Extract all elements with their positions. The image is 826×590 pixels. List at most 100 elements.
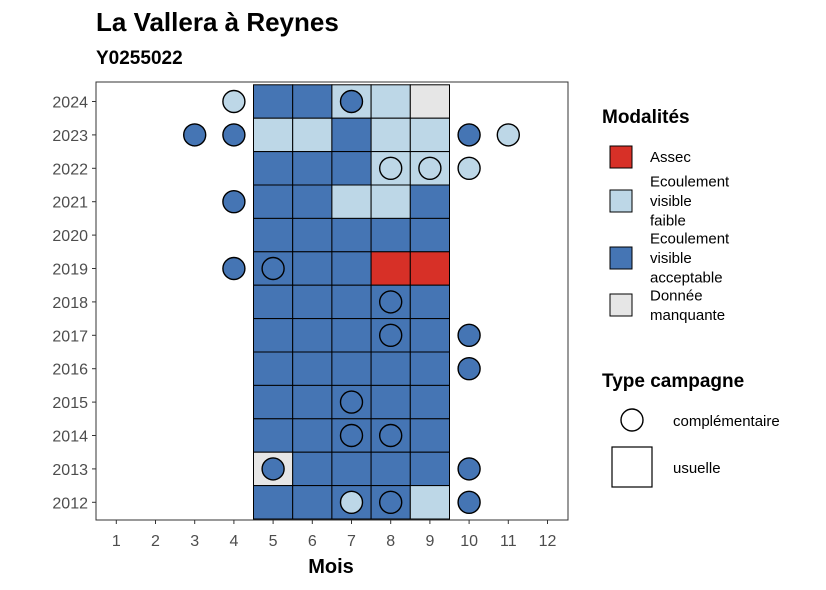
usuelle-cell-2018-7 [331,284,372,320]
usuelle-cell-2015-8 [370,384,411,420]
usuelle-cell-2023-9 [409,117,450,153]
complementaire-points [182,89,520,514]
usuelle-cell-2019-8 [370,251,411,286]
y-axis: 2024 2023 2022 2021 2020 2019 2018 2017 2016 2015… [52,95,96,512]
complementaire-point-2013-10 [457,457,481,481]
usuelle-cells [253,84,450,520]
usuelle-cell-2024-6 [292,84,333,119]
complementaire-point-2018-8 [379,290,403,314]
usuelle-cell-2024-8 [370,84,411,119]
plot-panel-border [95,81,569,521]
usuelle-cell-2019-9 [409,251,450,286]
legend-key-A [609,145,633,169]
usuelle-cell-2021-5 [253,184,294,219]
complementaire-point-2024-4 [222,89,246,114]
usuelle-cell-2016-9 [409,351,450,386]
y-tick-label-2021: 2021 [52,195,88,212]
complementaire-point-2012-8 [379,490,403,514]
x-tick-label-7: 7 [347,533,356,550]
usuelle-cell-2023-7 [331,117,372,153]
legend-label-usuelle: usuelle [673,460,721,477]
usuelle-cell-2022-5 [253,151,294,186]
usuelle-cell-2020-9 [409,217,450,253]
complementaire-point-2015-7 [339,390,364,414]
legend-key-V [609,246,633,270]
usuelle-cell-2020-6 [292,217,333,253]
usuelle-cell-2021-9 [409,184,450,219]
usuelle-cell-2016-5 [253,351,294,386]
usuelle-cell-2012-9 [409,485,450,520]
x-tick-label-8: 8 [386,533,395,550]
legend-key-complementaire [620,408,644,432]
legend-key-F [609,189,633,213]
usuelle-cell-2019-6 [292,251,333,286]
complementaire-point-2012-10 [457,490,481,514]
usuelle-cell-2020-8 [370,217,411,253]
complementaire-point-2012-7 [339,490,364,514]
complementaire-point-2022-9 [418,156,442,181]
y-tick-label-2016: 2016 [52,362,88,379]
legend-label-V-line-2: acceptable [650,270,723,287]
usuelle-cell-2022-6 [292,151,333,186]
legend-key-usuelle [611,446,653,488]
x-tick-label-9: 9 [425,533,434,550]
y-tick-label-2017: 2017 [52,328,88,345]
usuelle-cell-2017-7 [331,318,372,353]
y-tick-label-2022: 2022 [52,161,88,178]
usuelle-cell-2016-8 [370,351,411,386]
y-tick-label-2013: 2013 [52,462,88,479]
usuelle-cell-2018-6 [292,284,333,320]
usuelle-cell-2015-9 [409,384,450,420]
usuelle-cell-2023-8 [370,117,411,153]
complementaire-point-2023-3 [182,123,207,147]
usuelle-cell-2013-9 [409,451,450,487]
chart-title: La Vallera à Reynes [96,7,339,37]
legend-label-F-line-0: Ecoulement [650,174,730,191]
legend-campagne-title: Type campagne [602,371,744,392]
complementaire-point-2014-8 [379,423,403,448]
legend-label-M-line-0: Donnée [650,287,703,304]
usuelle-cell-2021-8 [370,184,411,219]
usuelle-cell-2015-5 [253,384,294,420]
complementaire-point-2023-4 [222,123,246,147]
usuelle-cell-2014-9 [409,418,450,453]
complementaire-point-2023-11 [496,123,520,147]
x-tick-label-3: 3 [190,533,199,550]
usuelle-cell-2022-7 [331,151,372,186]
usuelle-cell-2013-6 [292,451,333,487]
x-axis: 1 2 3 4 5 6 7 8 9 10 11 12 [112,520,557,550]
legend-label-complementaire: complémentaire [673,413,780,430]
x-tick-label-12: 12 [539,533,557,550]
y-tick-label-2012: 2012 [52,495,88,512]
complementaire-point-2013-5 [261,457,285,481]
usuelle-cell-2018-9 [409,284,450,320]
usuelle-cell-2024-5 [253,84,294,119]
complementaire-point-2022-8 [379,156,403,181]
legend-label-V-line-0: Ecoulement [650,231,730,248]
usuelle-cell-2014-6 [292,418,333,453]
usuelle-cell-2017-6 [292,318,333,353]
complementaire-point-2022-10 [457,156,481,181]
x-tick-label-5: 5 [269,533,278,550]
x-tick-label-2: 2 [151,533,160,550]
usuelle-cell-2012-6 [292,485,333,520]
legend-modalites-title: Modalités [602,107,690,128]
y-tick-label-2019: 2019 [52,262,88,279]
usuelle-cell-2024-9 [409,84,450,119]
usuelle-cell-2013-7 [331,451,372,487]
usuelle-cell-2016-6 [292,351,333,386]
legend-modalites-items: AssecEcoulementvisiblefaibleEcoulementvi… [609,145,730,324]
usuelle-cell-2018-5 [253,284,294,320]
x-tick-label-1: 1 [112,533,121,550]
complementaire-point-2014-7 [339,423,364,448]
x-tick-label-11: 11 [500,533,517,550]
usuelle-cell-2017-5 [253,318,294,353]
x-axis-label: Mois [308,556,354,578]
chart-subtitle: Y0255022 [96,48,183,69]
y-tick-label-2018: 2018 [52,295,88,312]
legend-label-V-line-1: visible [650,250,692,267]
usuelle-cell-2020-7 [331,217,372,253]
complementaire-point-2019-4 [222,256,246,281]
usuelle-cell-2012-5 [253,485,294,520]
